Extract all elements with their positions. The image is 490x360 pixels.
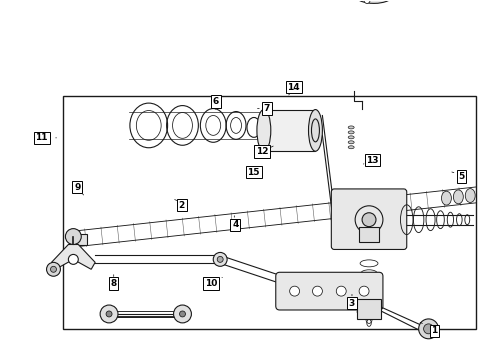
Polygon shape <box>51 244 95 269</box>
Bar <box>357 299 381 319</box>
Circle shape <box>359 286 369 296</box>
Text: 13: 13 <box>366 156 379 165</box>
Text: 4: 4 <box>232 220 239 229</box>
Ellipse shape <box>309 109 322 151</box>
Bar <box>70 234 87 246</box>
FancyBboxPatch shape <box>276 272 383 310</box>
Bar <box>63 96 476 329</box>
Ellipse shape <box>441 191 451 205</box>
Circle shape <box>173 305 192 323</box>
Circle shape <box>106 311 112 317</box>
Circle shape <box>362 213 376 227</box>
Ellipse shape <box>348 146 354 149</box>
Text: 11: 11 <box>35 133 48 142</box>
Ellipse shape <box>466 189 475 202</box>
Ellipse shape <box>348 131 354 134</box>
Circle shape <box>418 319 439 339</box>
Ellipse shape <box>348 126 354 129</box>
Circle shape <box>424 324 434 334</box>
Ellipse shape <box>354 0 394 3</box>
Text: 14: 14 <box>287 83 300 92</box>
Text: 7: 7 <box>264 104 270 113</box>
Circle shape <box>65 229 81 244</box>
Circle shape <box>213 252 227 266</box>
Ellipse shape <box>348 136 354 139</box>
Text: 3: 3 <box>349 299 355 308</box>
Ellipse shape <box>348 141 354 144</box>
Text: 2: 2 <box>179 201 185 210</box>
Circle shape <box>336 286 346 296</box>
Text: 15: 15 <box>247 168 260 177</box>
Circle shape <box>364 0 370 4</box>
Text: 1: 1 <box>432 326 438 335</box>
Circle shape <box>313 286 322 296</box>
Text: 6: 6 <box>213 97 219 106</box>
Text: 12: 12 <box>256 147 268 156</box>
Circle shape <box>50 266 56 272</box>
Circle shape <box>290 286 299 296</box>
Bar <box>264 109 316 151</box>
Circle shape <box>69 255 78 264</box>
Text: 10: 10 <box>205 279 217 288</box>
Text: 9: 9 <box>74 183 80 192</box>
Circle shape <box>47 262 60 276</box>
Circle shape <box>100 305 118 323</box>
FancyBboxPatch shape <box>331 189 407 249</box>
Ellipse shape <box>453 190 464 204</box>
Text: 8: 8 <box>111 279 117 288</box>
Circle shape <box>179 311 185 317</box>
Bar <box>359 227 379 242</box>
Circle shape <box>217 256 223 262</box>
Text: 5: 5 <box>458 172 465 181</box>
Ellipse shape <box>257 109 271 151</box>
